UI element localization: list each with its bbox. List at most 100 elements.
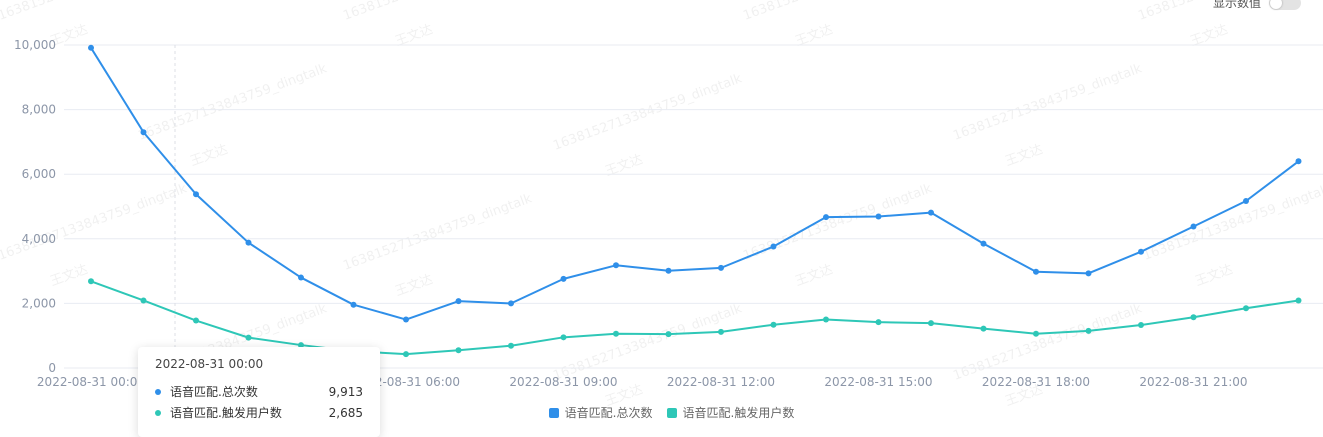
data-point [245, 239, 252, 246]
data-point [88, 44, 94, 51]
series-line [90, 280, 1299, 356]
tooltip-series-value: 9,913 [328, 384, 363, 399]
tooltip-title: 2022-08-31 00:00 [155, 357, 264, 371]
x-tick-label: 2022-08-31 00:00 [37, 375, 145, 389]
data-point [1085, 327, 1092, 334]
watermark-text: 16381527133843759_dingtalk [951, 301, 1144, 384]
chart-legend: 语音匹配.总次数 语音匹配.触发用户数 [0, 404, 1323, 421]
chart-tooltip: 2022-08-31 00:00 语音匹配.总次数 9,913 语音匹配.触发用… [138, 347, 380, 437]
data-point [455, 347, 462, 354]
legend-label: 语音匹配.触发用户数 [682, 406, 795, 420]
watermark-text: 16381527133843759_dingtalk [1141, 181, 1323, 264]
legend-item[interactable]: 语音匹配.触发用户数 [666, 404, 795, 421]
data-point [1295, 297, 1302, 304]
legend-swatch-icon [548, 407, 559, 418]
series-line [90, 47, 1300, 321]
data-point [613, 262, 619, 269]
data-point [298, 342, 304, 349]
x-tick-label: 2022-08-31 12:00 [667, 375, 775, 389]
data-point [140, 297, 147, 304]
data-point [613, 330, 619, 337]
watermark-text: 16381527133843759_dingtalk [551, 71, 744, 154]
data-point [298, 274, 304, 281]
line-chart: 16381527133843759_dingtalk王文达16381527133… [0, 0, 1323, 410]
toggle-knob [1270, 0, 1282, 9]
data-point [1243, 198, 1249, 205]
data-point [928, 209, 934, 216]
watermark-text: 王文达 [48, 262, 90, 289]
watermark-text: 16381527133843759_dingtalk [741, 181, 934, 264]
data-point [560, 275, 567, 282]
data-point [718, 264, 724, 271]
data-point [980, 325, 987, 332]
data-point [1243, 305, 1249, 312]
series-dot-icon [155, 409, 161, 416]
x-tick-label: 2022-08-31 09:00 [509, 375, 617, 389]
grid-lines [64, 44, 1323, 369]
data-point [1085, 270, 1092, 277]
data-point [770, 321, 777, 328]
x-tick-label: 2022-08-31 21:00 [1139, 375, 1247, 389]
watermark-text: 16381527133843759_dingtalk [136, 61, 329, 144]
watermark-text: 16381527133843759_dingtalk [741, 0, 934, 24]
data-point [403, 316, 409, 323]
data-point [1138, 248, 1144, 255]
watermark-text: 16381527133843759_dingtalk [0, 0, 189, 24]
data-point [665, 267, 672, 274]
watermark-text: 王文达 [188, 142, 230, 169]
series-layer [88, 44, 1302, 358]
watermark-text: 王文达 [1003, 142, 1045, 169]
y-tick-label: 6,000 [22, 167, 56, 181]
data-point [1033, 268, 1039, 275]
data-point [770, 243, 777, 250]
data-point [928, 320, 934, 327]
tooltip-series-value: 2,685 [328, 405, 363, 420]
show-values-toggle[interactable] [1269, 0, 1301, 10]
data-point [823, 214, 829, 221]
tooltip-series-name: 语音匹配.触发用户数 [170, 406, 282, 420]
data-point [665, 331, 672, 338]
data-point [980, 240, 987, 247]
y-axis: 0 2,000 4,000 6,000 8,000 10,000 [14, 38, 56, 375]
watermark-text: 王文达 [393, 272, 435, 299]
data-point [823, 316, 829, 323]
data-point [1190, 223, 1197, 230]
tooltip-row: 语音匹配.总次数 9,913 [155, 383, 363, 400]
data-point [193, 317, 199, 324]
series-dot-icon [155, 388, 161, 395]
watermark-text: 16381527133843759_dingtalk [951, 61, 1144, 144]
data-point [508, 300, 514, 307]
y-tick-label: 10,000 [14, 38, 56, 52]
y-tick-label: 8,000 [22, 103, 56, 117]
x-tick-label: 2022-08-31 15:00 [824, 375, 932, 389]
watermark-text: 王文达 [603, 152, 645, 179]
data-point [1033, 330, 1039, 337]
y-tick-label: 0 [48, 361, 56, 375]
data-point [88, 278, 94, 285]
show-values-control: 显示数值 [1213, 0, 1301, 11]
legend-item[interactable]: 语音匹配.总次数 [548, 404, 653, 421]
data-point [455, 298, 462, 305]
tooltip-series-name: 语音匹配.总次数 [170, 385, 258, 399]
x-tick-label: 2022-08-31 18:00 [982, 375, 1090, 389]
data-point [875, 213, 882, 220]
data-point [1295, 158, 1302, 165]
data-point [245, 334, 252, 341]
y-tick-label: 4,000 [22, 232, 56, 246]
watermark-text: 16381527133843759_dingtalk [341, 191, 534, 274]
data-point [508, 342, 514, 349]
tooltip-row: 语音匹配.触发用户数 2,685 [155, 404, 363, 421]
data-point [875, 319, 882, 326]
data-point [1190, 314, 1197, 321]
watermark-text: 16381527133843759_dingtalk [0, 181, 189, 264]
legend-label: 语音匹配.总次数 [564, 406, 653, 420]
